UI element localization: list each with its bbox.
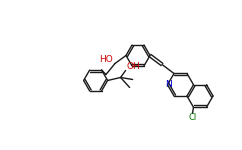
Text: OH: OH <box>127 62 140 71</box>
Text: Cl: Cl <box>188 113 197 122</box>
Text: N: N <box>165 80 172 89</box>
Text: HO: HO <box>99 55 113 64</box>
